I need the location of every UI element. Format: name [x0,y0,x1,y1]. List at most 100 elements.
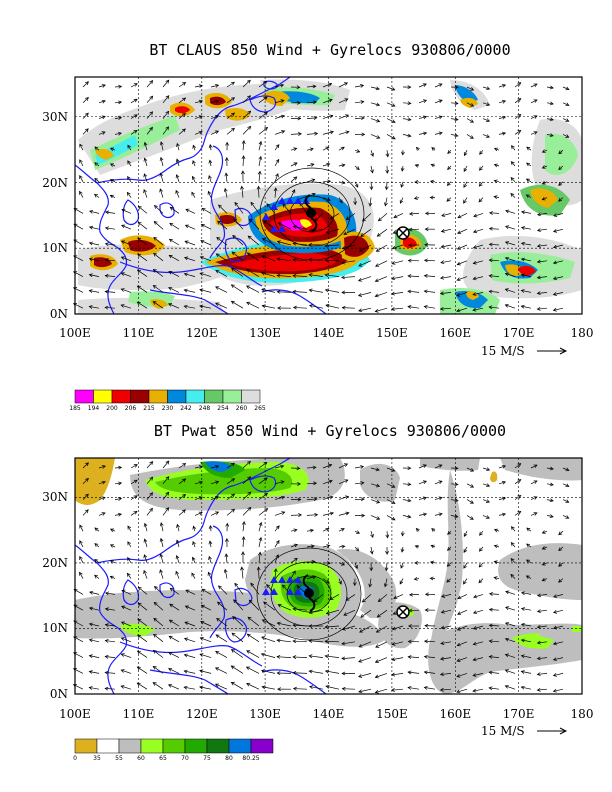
wind-vector-head [165,110,170,115]
wind-vector [98,512,106,516]
wind-vector-head [208,524,213,529]
wind-vector-head [118,116,123,120]
wind-vector [369,197,372,207]
wind-vector-head [423,131,428,136]
wind-vector-head [423,685,428,690]
wind-vector [338,181,345,184]
wind-vector-head [439,687,444,692]
wind-vector [342,688,356,690]
wind-vector [400,562,404,569]
wind-vector-head [541,149,546,153]
wind-vector [386,150,389,157]
wind-vector [210,115,219,119]
wind-vector-head [183,637,189,642]
wind-vector [408,275,420,277]
wind-vector-head [399,199,404,204]
wind-vector [137,602,148,611]
wind-vector [472,688,484,692]
wind-vector [384,578,388,587]
wind-vector [137,237,148,246]
wind-vector [200,256,212,262]
wind-vector-head [84,477,89,482]
wind-vector [114,498,122,500]
wind-vector-head [341,260,346,265]
wind-vector [168,652,180,658]
wind-vector-head [246,252,251,257]
wind-vector-head [375,644,380,648]
wind-vector [402,118,411,121]
wind-vector [146,80,153,88]
wind-vector-head [133,495,138,499]
wind-vector-head [472,229,478,234]
wind-vector-head [338,580,342,585]
wind-vector [261,255,276,262]
wind-vector [466,483,474,488]
colorbar-swatch [74,738,98,754]
wind-vector-head [533,83,538,88]
wind-vector [322,528,329,532]
wind-vector [354,562,358,569]
wind-vector [143,189,148,198]
wind-vector-head [447,530,452,535]
wind-vector [414,197,420,199]
wind-vector-head [440,641,445,645]
wind-vector [360,609,372,618]
wind-vector-head [261,619,266,623]
wind-vector-head [280,464,285,469]
wind-vector-head [525,575,530,579]
wind-vector-head [324,288,329,293]
wind-vector [482,467,490,471]
wind-vector-head [486,102,491,106]
wind-vector-head [89,590,94,595]
wind-vector [98,100,106,104]
wind-vector-head [440,275,445,280]
wind-vector-head [536,624,541,629]
wind-vector [505,638,516,643]
wind-vector-head [214,667,220,671]
wind-vector-head [168,254,173,259]
wind-vector-head [485,515,490,519]
wind-vector [370,86,380,90]
wind-vector-head [88,638,93,643]
wind-vector-head [165,507,170,512]
wind-vector-head [423,289,428,294]
wind-vector [258,537,262,548]
colorbar-label: 265 [254,405,266,412]
wind-vector-head [247,125,252,130]
wind-vector [358,260,372,267]
wind-vector-head [199,272,204,276]
wind-vector-head [456,246,461,250]
wind-vector-head [292,639,297,644]
wind-vector [498,132,506,135]
wind-vector-head [217,220,222,225]
wind-vector-head [354,564,358,570]
wind-vector-head [168,619,173,624]
wind-vector [424,656,436,658]
wind-vector-head [407,639,412,644]
wind-vector-head [298,513,303,517]
wind-vector-head [472,626,477,630]
wind-vector [463,531,468,537]
wind-vector-head [440,625,445,630]
wind-vector-head [256,185,261,190]
wind-vector-head [393,214,398,219]
wind-vector-head [88,289,93,293]
wind-vector-head [198,84,203,88]
wind-vector [393,594,404,599]
wind-vector-head [526,162,531,167]
wind-vector [434,497,443,500]
wind-vector-head [485,134,490,138]
wind-vector [450,102,459,104]
wind-vector-head [224,157,229,161]
wind-vector [505,591,516,595]
wind-vector-head [440,656,445,661]
wind-vector [546,86,554,89]
wind-vector-head [358,689,363,694]
wind-vector [277,639,292,643]
wind-vector-head [127,525,132,530]
wind-vector-head [324,258,329,263]
wind-vector [482,118,490,122]
wind-vector-head [101,512,106,516]
wind-vector-head [314,131,319,136]
wind-vector [370,515,380,520]
